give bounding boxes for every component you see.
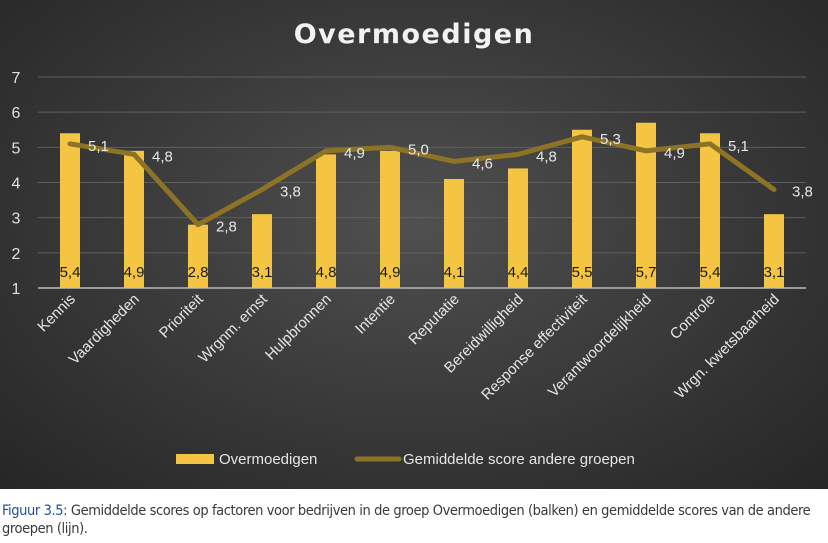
line-data-label: 4,9: [344, 145, 365, 162]
bar-data-label: 5,4: [60, 264, 81, 281]
y-tick-label: 6: [12, 105, 21, 122]
bar: [380, 150, 400, 288]
x-tick-label: Wrgnm. ernst: [195, 290, 271, 366]
line-data-label: 4,6: [472, 155, 493, 172]
bar-data-label: 4,9: [380, 264, 401, 281]
bar-data-label: 4,9: [124, 264, 145, 281]
bar: [700, 133, 720, 288]
x-tick-label: Reputatie: [405, 291, 462, 348]
bar: [508, 168, 528, 288]
legend-swatch-bars: [176, 454, 214, 464]
legend-label-bars: Overmoedigen: [219, 451, 317, 468]
bar-data-label: 3,1: [252, 264, 273, 281]
line-data-label: 5,1: [88, 138, 109, 155]
line-data-label: 3,8: [792, 184, 813, 201]
line-data-label: 4,8: [152, 148, 173, 165]
bar-data-label: 5,7: [636, 264, 657, 281]
line-data-label: 3,8: [280, 184, 301, 201]
bar: [444, 178, 464, 288]
y-tick-label: 1: [12, 281, 21, 298]
bar: [572, 129, 592, 288]
x-tick-label: Intentie: [352, 291, 399, 338]
x-tick-label: Response effectiviteit: [478, 290, 591, 403]
line-data-label: 4,8: [536, 148, 557, 165]
bar-data-label: 4,4: [508, 264, 529, 281]
line-data-label: 2,8: [216, 219, 237, 236]
bar-data-label: 4,8: [316, 264, 337, 281]
legend-label-line: Gemiddelde score andere groepen: [403, 451, 635, 468]
chart-title: Overmoedigen: [294, 19, 535, 50]
x-tick-label: Prioriteit: [156, 290, 208, 342]
bar-data-label: 3,1: [764, 264, 785, 281]
y-tick-label: 2: [12, 246, 21, 263]
bar: [764, 214, 784, 288]
bar-data-label: 5,4: [700, 264, 721, 281]
figure-caption: Figuur 3.5: Gemiddelde scores op factore…: [2, 502, 828, 538]
x-tick-label: Kennis: [34, 291, 78, 335]
caption-label: Figuur 3.5:: [2, 503, 68, 519]
line-data-label: 5,3: [600, 131, 621, 148]
chart: Overmoedigen 1 2 3 4 5 6 7 5,4 Kennis 4,9 Vaardigh…: [0, 0, 828, 489]
bar: [188, 224, 208, 288]
line-data-label: 5,0: [408, 141, 429, 158]
x-tick-label: Controle: [667, 291, 719, 343]
bar: [60, 133, 80, 288]
x-tick-label: Hulpbronnen: [262, 291, 335, 364]
line-data-label: 5,1: [728, 138, 749, 155]
chart-svg: Overmoedigen 12345675,4Kennis4,9Vaardigh…: [12, 19, 813, 468]
series-line: [67, 134, 777, 228]
y-tick-label: 7: [12, 70, 21, 87]
bar: [252, 214, 272, 288]
legend: Overmoedigen Gemiddelde score andere gro…: [176, 451, 635, 468]
caption-text: Gemiddelde scores op factoren voor bedri…: [2, 503, 811, 537]
x-tick-label: Wrgn. kwetsbaarheid: [671, 291, 782, 402]
bar-data-label: 2,8: [188, 264, 209, 281]
y-tick-label: 4: [12, 176, 21, 193]
y-tick-label: 5: [12, 140, 21, 157]
y-tick-label: 3: [12, 211, 21, 228]
bar: [316, 154, 336, 288]
bar-data-label: 4,1: [444, 264, 465, 281]
line-data-label: 4,9: [664, 145, 685, 162]
bar: [124, 150, 144, 288]
bar: [636, 122, 656, 288]
bar-data-label: 5,5: [572, 264, 593, 281]
